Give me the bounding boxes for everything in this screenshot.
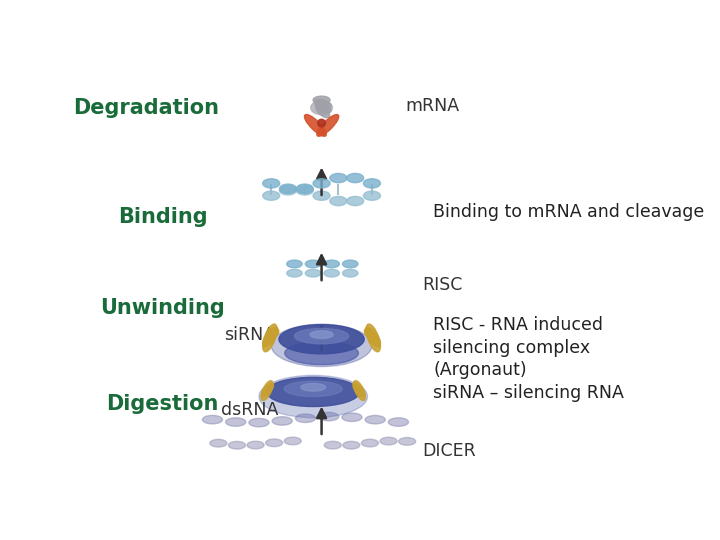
Ellipse shape — [296, 184, 313, 193]
Ellipse shape — [353, 383, 365, 397]
Ellipse shape — [259, 375, 367, 418]
Text: DICER: DICER — [422, 442, 476, 461]
Ellipse shape — [301, 383, 325, 391]
Text: RISC: RISC — [423, 276, 463, 294]
Ellipse shape — [388, 418, 408, 426]
Ellipse shape — [296, 186, 313, 195]
Ellipse shape — [346, 173, 364, 183]
Ellipse shape — [315, 99, 331, 108]
Ellipse shape — [266, 377, 360, 407]
Ellipse shape — [365, 327, 380, 347]
Ellipse shape — [261, 383, 274, 397]
Ellipse shape — [287, 260, 302, 268]
Ellipse shape — [330, 197, 347, 206]
Text: Digestion: Digestion — [107, 394, 219, 414]
Ellipse shape — [364, 179, 380, 188]
Ellipse shape — [343, 269, 358, 277]
Ellipse shape — [284, 381, 342, 396]
Ellipse shape — [295, 414, 315, 422]
Ellipse shape — [324, 260, 339, 268]
Ellipse shape — [228, 441, 246, 449]
Ellipse shape — [343, 441, 360, 449]
Ellipse shape — [324, 441, 341, 449]
Ellipse shape — [294, 328, 348, 344]
Ellipse shape — [317, 114, 338, 136]
Ellipse shape — [364, 191, 380, 200]
Ellipse shape — [365, 415, 385, 424]
Ellipse shape — [343, 260, 358, 268]
Text: silencing complex: silencing complex — [433, 339, 590, 356]
Ellipse shape — [315, 105, 330, 118]
Ellipse shape — [305, 260, 321, 268]
Ellipse shape — [284, 437, 301, 445]
Ellipse shape — [354, 381, 366, 401]
Ellipse shape — [271, 324, 372, 367]
Ellipse shape — [263, 324, 277, 352]
Ellipse shape — [284, 341, 359, 365]
Ellipse shape — [210, 440, 227, 447]
Ellipse shape — [264, 329, 279, 343]
Ellipse shape — [319, 413, 339, 421]
Ellipse shape — [315, 103, 331, 113]
Ellipse shape — [318, 119, 325, 127]
Text: Degradation: Degradation — [73, 98, 219, 118]
Text: Binding to mRNA and cleavage: Binding to mRNA and cleavage — [433, 204, 704, 221]
Ellipse shape — [261, 381, 273, 401]
Ellipse shape — [330, 173, 347, 183]
Ellipse shape — [311, 101, 333, 114]
Ellipse shape — [202, 415, 222, 424]
Ellipse shape — [225, 418, 246, 426]
Ellipse shape — [263, 327, 278, 347]
Ellipse shape — [305, 114, 326, 136]
Ellipse shape — [399, 437, 415, 446]
Text: (Argonaut): (Argonaut) — [433, 361, 527, 380]
Ellipse shape — [263, 179, 280, 188]
Ellipse shape — [266, 439, 283, 447]
Ellipse shape — [313, 179, 330, 188]
Ellipse shape — [287, 269, 302, 277]
Ellipse shape — [272, 417, 292, 425]
Text: Unwinding: Unwinding — [100, 298, 225, 318]
Ellipse shape — [346, 197, 364, 206]
Text: siRNA – silencing RNA: siRNA – silencing RNA — [433, 384, 624, 402]
Ellipse shape — [380, 437, 397, 445]
Ellipse shape — [279, 186, 297, 195]
Ellipse shape — [342, 413, 362, 422]
Ellipse shape — [366, 324, 380, 352]
Text: mRNA: mRNA — [405, 97, 459, 114]
Ellipse shape — [305, 269, 321, 277]
Text: Binding: Binding — [118, 207, 207, 227]
Ellipse shape — [263, 191, 280, 200]
Ellipse shape — [364, 329, 380, 343]
Ellipse shape — [279, 325, 364, 354]
Ellipse shape — [279, 184, 297, 193]
Ellipse shape — [310, 331, 333, 339]
Text: dsRNA: dsRNA — [221, 401, 279, 419]
Ellipse shape — [247, 441, 264, 449]
Ellipse shape — [361, 439, 379, 447]
Ellipse shape — [313, 96, 330, 104]
Text: siRNA: siRNA — [224, 326, 275, 344]
Ellipse shape — [249, 418, 269, 427]
Ellipse shape — [324, 269, 339, 277]
Ellipse shape — [313, 191, 330, 200]
Text: RISC - RNA induced: RISC - RNA induced — [433, 316, 603, 334]
